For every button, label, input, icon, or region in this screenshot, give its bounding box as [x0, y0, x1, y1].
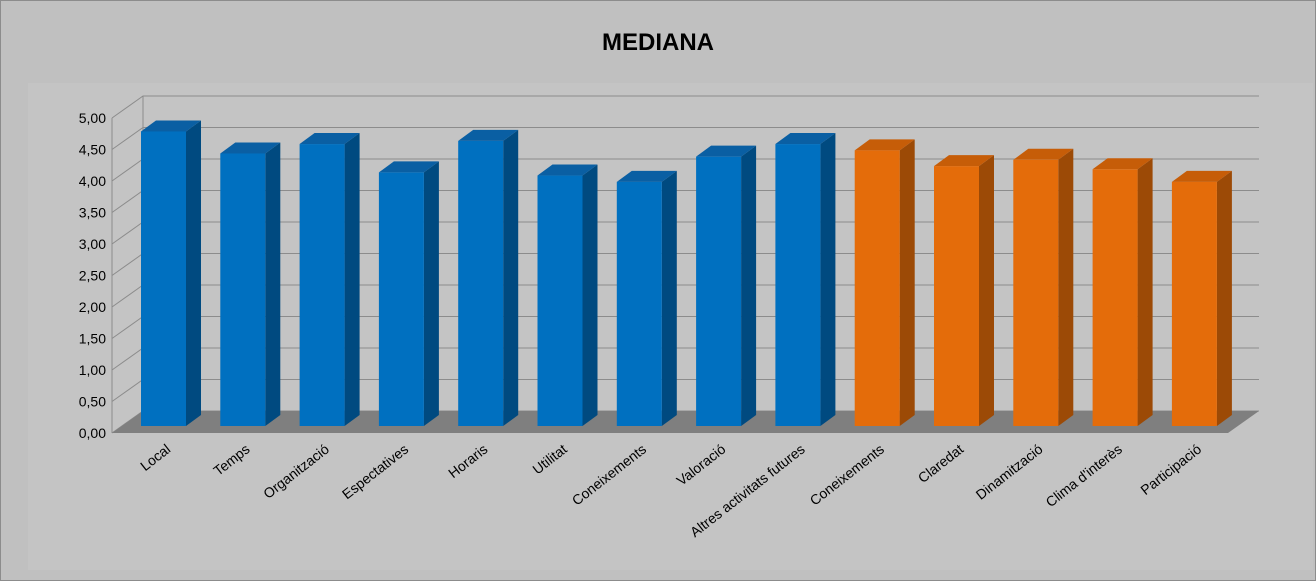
bar: [537, 164, 598, 427]
y-tick-label: 5,00: [79, 110, 106, 126]
y-tick-label: 3,00: [79, 236, 106, 252]
y-tick-label: 2,50: [79, 268, 106, 284]
floor-plane: [112, 411, 1259, 433]
bar: [458, 129, 519, 426]
bar: [854, 139, 915, 426]
bar-top-face: [299, 133, 360, 145]
bar-side-face: [661, 170, 677, 426]
bar-top-face: [220, 142, 281, 154]
bar-side-face: [582, 164, 598, 427]
bar-side-face: [899, 139, 915, 426]
bar: [1092, 158, 1153, 426]
bar-top-face: [378, 161, 439, 173]
y-tick-label: 0,00: [79, 425, 106, 441]
y-tick-label: 4,50: [79, 142, 106, 158]
bar-front-face: [1171, 181, 1217, 426]
bar-side-face: [186, 120, 201, 426]
bar-front-face: [696, 156, 742, 426]
bar-top-face: [1013, 148, 1074, 160]
bar-top-face: [1092, 158, 1153, 170]
bar: [1013, 148, 1074, 427]
bar-top-face: [458, 129, 519, 141]
bar-front-face: [220, 153, 266, 426]
bar-front-face: [537, 175, 583, 426]
bar-front-face: [1013, 159, 1059, 427]
bar-front-face: [616, 181, 662, 426]
bar-side-face: [503, 129, 519, 426]
bars: [141, 120, 1232, 427]
y-axis: 0,00 0,50 1,00 1,50 2,00 2,50 3,00 3,50 4,00 4,50…: [79, 96, 144, 441]
bar: [775, 133, 836, 427]
chart-floor: [112, 411, 1259, 433]
y-tick-label: 2,00: [79, 299, 106, 315]
bar: [220, 142, 281, 426]
y-tick-label: 1,00: [79, 362, 106, 378]
bar-side-face: [979, 155, 994, 426]
bar-side-face: [265, 142, 281, 426]
bar: [299, 133, 360, 427]
bar-front-face: [299, 144, 345, 427]
bar-front-face: [934, 166, 979, 426]
bar-side-face: [344, 133, 360, 427]
y-tick-label: 4,00: [79, 173, 106, 189]
bar-top-face: [537, 164, 598, 176]
bar: [378, 161, 439, 426]
bar-front-face: [1092, 169, 1138, 426]
y-tick-label: 3,50: [79, 205, 106, 221]
bar-front-face: [141, 131, 186, 426]
bar-top-face: [775, 133, 836, 145]
bar-top-face: [1171, 170, 1232, 182]
bar-front-face: [458, 140, 504, 426]
bar: [1171, 170, 1232, 426]
chart-title: MEDIANA: [602, 29, 714, 56]
bar: [141, 120, 201, 426]
bar: [696, 145, 757, 426]
bar: [616, 170, 677, 426]
bar-top-face: [934, 155, 994, 167]
bar-side-face: [423, 161, 439, 426]
y-tick-label: 0,50: [79, 394, 106, 410]
bar-side-face: [1137, 158, 1153, 426]
bar-side-face: [1216, 170, 1232, 426]
bar-side-face: [820, 133, 836, 427]
bar-side-face: [741, 145, 757, 426]
bar-top-face: [854, 139, 915, 151]
bar-front-face: [854, 150, 900, 426]
bar-front-face: [378, 172, 424, 426]
bar-top-face: [616, 170, 677, 182]
bar: [934, 155, 994, 426]
bar-front-face: [775, 144, 821, 427]
bar-side-face: [1058, 148, 1074, 427]
bar-top-face: [696, 145, 757, 157]
bar-top-face: [141, 120, 201, 132]
y-tick-label: 1,50: [79, 331, 106, 347]
